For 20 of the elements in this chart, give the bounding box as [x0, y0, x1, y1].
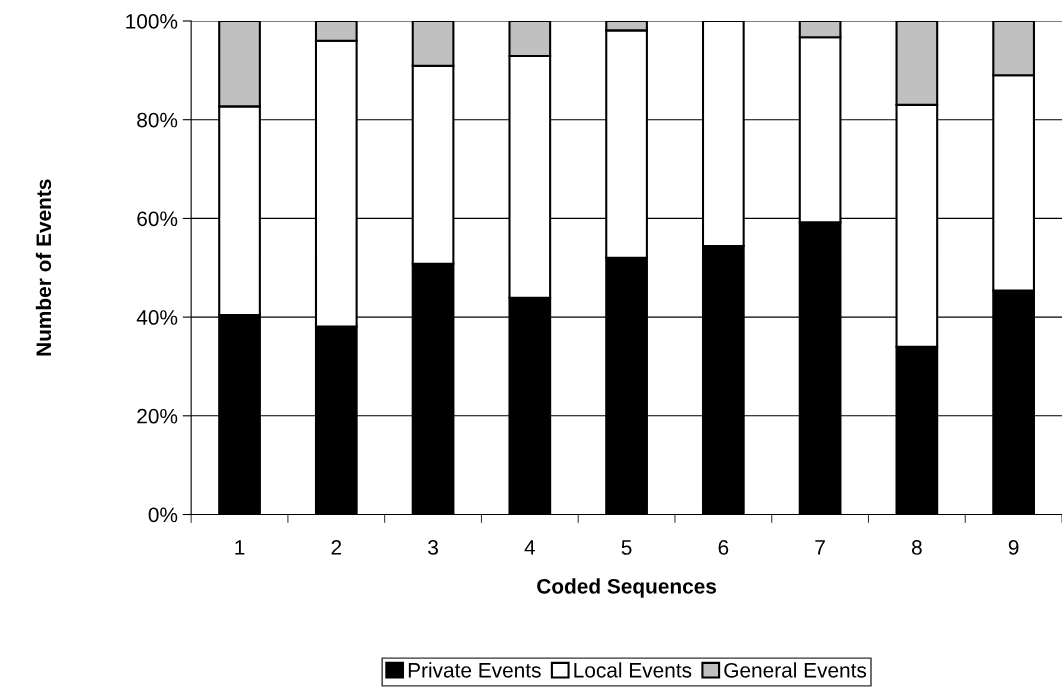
x-axis-title: Coded Sequences [537, 578, 717, 598]
x-tick-label: 7 [815, 540, 825, 555]
legend-label: Local Events [574, 662, 692, 678]
x-tick-label: 8 [911, 540, 922, 555]
y-tick-label: 80% [137, 112, 178, 128]
y-tick-label: 100% [126, 14, 178, 29]
x-tick-label: 5 [621, 540, 632, 555]
legend-label: General Events [724, 662, 867, 678]
x-tick-label: 1 [235, 540, 245, 555]
y-tick-label: 20% [137, 408, 178, 424]
x-tick-label: 3 [428, 540, 438, 555]
x-tick-label: 4 [524, 540, 535, 555]
x-tick-label: 9 [1008, 540, 1019, 555]
y-tick-label: 60% [137, 211, 178, 227]
legend-label: Private Events [408, 662, 541, 678]
y-tick-label: 40% [136, 310, 178, 325]
x-tick-label: 6 [718, 540, 729, 555]
x-tick-label: 2 [331, 540, 342, 555]
y-axis-title: Number of Events [35, 179, 52, 356]
y-tick-label: 0% [148, 507, 178, 523]
